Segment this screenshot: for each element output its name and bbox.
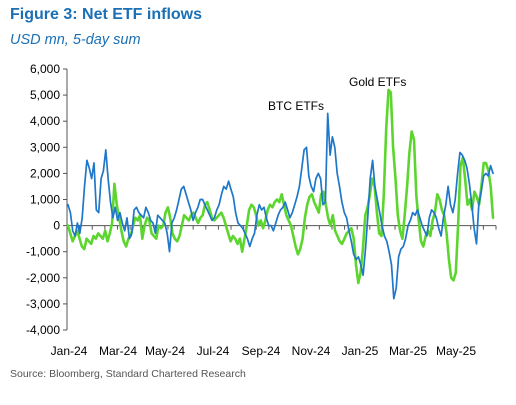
x-tick-label: Nov-24 bbox=[292, 344, 331, 358]
chart-title: Figure 3: Net ETF inflows bbox=[10, 6, 203, 23]
x-tick-label: Mar-25 bbox=[389, 344, 427, 358]
y-tick-label: -1,000 bbox=[26, 245, 60, 259]
y-tick-label: 0 bbox=[53, 219, 60, 233]
x-tick-label: May-25 bbox=[436, 344, 476, 358]
chart-subtitle: USD mn, 5-day sum bbox=[10, 32, 141, 48]
x-tick-label: Jan-25 bbox=[342, 344, 379, 358]
y-tick-label: 6,000 bbox=[30, 62, 60, 76]
y-tick-label: 4,000 bbox=[30, 114, 60, 128]
x-tick-label: Jul-24 bbox=[197, 344, 230, 358]
x-tick-label: May-24 bbox=[145, 344, 185, 358]
x-tick-label: Mar-24 bbox=[99, 344, 137, 358]
x-tick-label: Sep-24 bbox=[242, 344, 281, 358]
x-tick-label: Jan-24 bbox=[51, 344, 88, 358]
y-tick-label: 1,000 bbox=[30, 193, 60, 207]
btc-etfs-series-line bbox=[67, 112, 494, 300]
gold-etfs-annotation: Gold ETFs bbox=[349, 75, 406, 89]
btc-etfs-annotation: BTC ETFs bbox=[268, 99, 324, 113]
y-tick-label: -4,000 bbox=[26, 323, 60, 337]
y-tick-label: -2,000 bbox=[26, 271, 60, 285]
y-tick-label: 2,000 bbox=[30, 166, 60, 180]
gold-etfs-series-line bbox=[66, 88, 495, 285]
source-note: Source: Bloomberg, Standard Chartered Re… bbox=[10, 368, 246, 380]
y-tick-label: 3,000 bbox=[30, 140, 60, 154]
y-tick-label: 5,000 bbox=[30, 88, 60, 102]
y-tick-label: -3,000 bbox=[26, 297, 60, 311]
